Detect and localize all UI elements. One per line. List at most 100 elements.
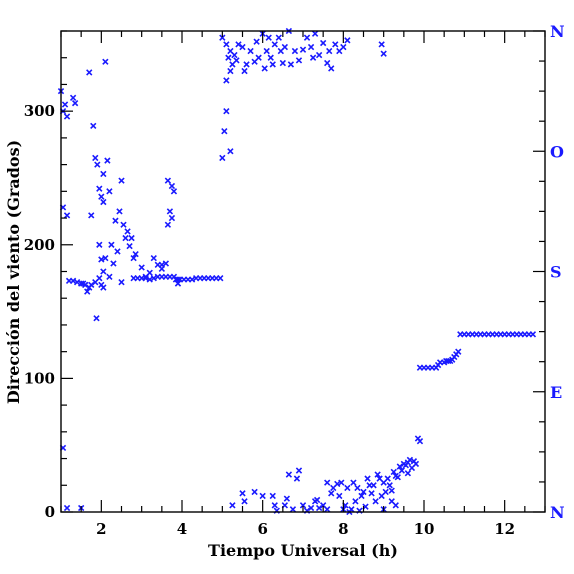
data-point xyxy=(100,198,107,206)
data-point xyxy=(142,275,149,282)
data-point xyxy=(164,177,172,184)
data-point xyxy=(311,30,319,37)
data-point xyxy=(378,41,385,48)
data-point xyxy=(221,128,228,135)
data-point xyxy=(63,212,71,219)
data-point xyxy=(138,264,145,271)
data-point xyxy=(324,59,331,67)
data-point xyxy=(324,506,331,513)
data-point xyxy=(404,470,412,477)
data-point xyxy=(279,59,286,67)
data-point xyxy=(384,475,391,482)
data-point xyxy=(106,273,113,281)
data-point xyxy=(247,47,254,55)
data-point xyxy=(265,34,272,41)
data-point xyxy=(168,182,176,190)
data-point xyxy=(374,471,381,478)
data-point xyxy=(283,495,291,502)
data-point xyxy=(146,276,153,283)
data-point xyxy=(241,498,248,505)
data-point xyxy=(71,99,79,107)
data-point xyxy=(104,157,111,164)
data-point xyxy=(142,273,149,281)
data-point xyxy=(229,502,236,509)
data-point xyxy=(352,498,359,505)
data-point xyxy=(269,492,276,500)
data-point xyxy=(130,254,137,262)
scatter-points xyxy=(57,27,537,516)
data-point xyxy=(328,65,335,72)
data-point xyxy=(112,217,119,224)
data-point xyxy=(370,482,377,489)
data-point xyxy=(223,108,230,115)
data-point xyxy=(92,279,99,286)
data-point xyxy=(73,279,81,286)
data-point xyxy=(61,101,69,108)
data-point xyxy=(150,254,157,262)
data-point xyxy=(114,248,121,255)
data-point xyxy=(235,41,242,48)
data-point xyxy=(170,188,178,195)
data-point xyxy=(174,280,182,287)
data-point xyxy=(455,348,462,355)
data-point xyxy=(164,221,172,228)
data-point xyxy=(90,122,97,130)
data-point xyxy=(96,241,103,248)
data-point xyxy=(116,208,123,215)
data-point xyxy=(120,221,127,228)
data-point xyxy=(108,241,115,248)
data-point xyxy=(388,498,395,505)
data-point xyxy=(122,234,129,242)
compass-label: N xyxy=(550,503,565,522)
data-point xyxy=(390,468,397,476)
data-point xyxy=(269,61,276,68)
data-point xyxy=(348,506,355,513)
y-tick-label: 0 xyxy=(45,503,55,521)
data-point xyxy=(293,475,301,482)
x-tick-label: 6 xyxy=(257,520,267,538)
data-point xyxy=(69,277,77,285)
data-point xyxy=(285,471,293,478)
data-point xyxy=(394,474,401,481)
data-point xyxy=(287,61,295,68)
data-point xyxy=(126,242,133,250)
data-point xyxy=(118,177,125,184)
data-point xyxy=(406,456,414,464)
data-point xyxy=(82,281,89,289)
y-axis-title: Dirección del viento (Grados) xyxy=(4,140,23,404)
data-point xyxy=(92,154,99,162)
data-point xyxy=(289,506,297,513)
data-point xyxy=(253,38,260,45)
data-point xyxy=(150,275,157,282)
y-tick-label: 300 xyxy=(24,102,55,120)
data-point xyxy=(344,484,351,492)
data-point xyxy=(231,51,238,59)
data-point xyxy=(307,504,315,512)
data-point xyxy=(380,50,387,57)
data-point xyxy=(332,41,339,48)
data-point xyxy=(368,490,375,497)
y-tick-label: 200 xyxy=(24,236,55,254)
data-point xyxy=(358,492,365,500)
data-point xyxy=(398,467,405,474)
data-point xyxy=(326,47,333,55)
data-point xyxy=(94,161,101,168)
data-point xyxy=(324,479,331,486)
data-point xyxy=(102,58,109,65)
data-point xyxy=(307,43,315,51)
data-point xyxy=(98,193,105,200)
data-point xyxy=(334,480,341,488)
data-point xyxy=(188,276,196,283)
data-point xyxy=(168,214,176,222)
x-tick-label: 2 xyxy=(96,520,106,538)
compass-label: O xyxy=(550,142,564,161)
data-point xyxy=(315,51,323,59)
data-point xyxy=(412,460,420,468)
data-point xyxy=(295,467,303,474)
data-point xyxy=(219,34,226,41)
data-point xyxy=(255,54,262,61)
data-point xyxy=(158,261,165,268)
x-tick-label: 4 xyxy=(177,520,187,538)
data-point xyxy=(313,496,321,504)
